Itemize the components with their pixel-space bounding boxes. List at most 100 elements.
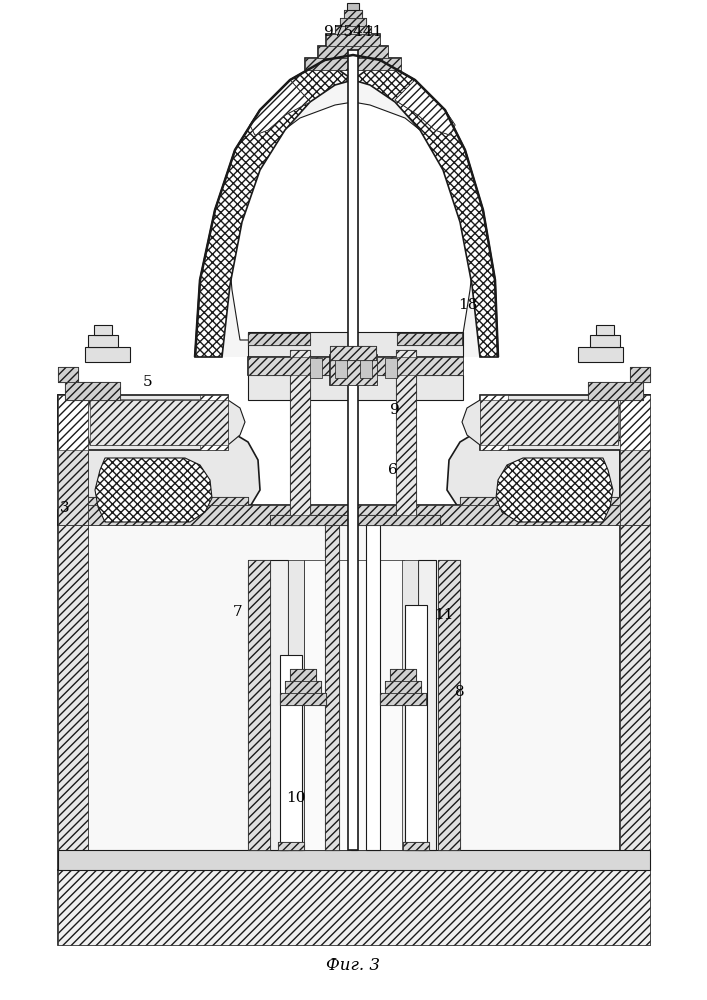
Bar xyxy=(290,350,310,525)
Bar xyxy=(326,34,380,46)
Text: 8: 8 xyxy=(455,685,464,699)
Bar xyxy=(403,842,429,850)
Bar xyxy=(347,3,359,10)
Bar xyxy=(630,367,650,382)
Text: 7: 7 xyxy=(233,605,243,619)
Bar xyxy=(460,497,620,505)
Bar xyxy=(248,332,463,357)
Bar xyxy=(397,333,462,345)
Bar xyxy=(620,395,650,525)
Bar xyxy=(340,18,366,26)
Bar xyxy=(390,669,416,681)
Bar xyxy=(366,520,380,850)
Bar xyxy=(630,367,650,382)
Bar xyxy=(88,335,118,347)
Bar xyxy=(200,395,228,450)
Polygon shape xyxy=(250,80,310,135)
Bar xyxy=(88,497,248,505)
Bar xyxy=(325,520,339,850)
Bar xyxy=(588,382,643,400)
Bar xyxy=(385,681,421,693)
Bar xyxy=(58,367,78,382)
Bar xyxy=(248,357,463,375)
Text: 3: 3 xyxy=(60,501,70,515)
Bar xyxy=(620,525,650,870)
Bar xyxy=(270,515,440,525)
Bar xyxy=(278,842,304,850)
Bar xyxy=(285,681,321,693)
Bar xyxy=(403,842,429,850)
Bar xyxy=(318,46,388,58)
Bar xyxy=(330,355,377,385)
Bar xyxy=(588,382,643,400)
Bar xyxy=(318,46,388,58)
Bar xyxy=(290,669,316,681)
Polygon shape xyxy=(447,430,650,525)
Text: 10: 10 xyxy=(286,791,305,805)
Bar xyxy=(380,693,426,705)
Polygon shape xyxy=(95,458,212,522)
Bar xyxy=(270,515,440,525)
Polygon shape xyxy=(222,80,480,357)
Bar xyxy=(620,395,650,525)
Bar xyxy=(360,358,372,378)
Bar xyxy=(248,375,463,400)
Polygon shape xyxy=(58,430,260,525)
Bar xyxy=(290,350,310,525)
Bar xyxy=(385,358,397,378)
Bar xyxy=(58,395,228,450)
Bar xyxy=(310,358,322,378)
Bar xyxy=(335,26,371,34)
Bar xyxy=(290,669,316,681)
Polygon shape xyxy=(88,400,245,445)
Bar xyxy=(58,525,88,870)
Bar xyxy=(538,405,638,440)
Bar xyxy=(58,395,88,525)
Bar xyxy=(438,560,460,850)
Bar xyxy=(385,681,421,693)
Bar xyxy=(480,395,650,450)
Bar xyxy=(326,34,380,46)
Bar xyxy=(335,26,371,34)
Bar xyxy=(480,395,508,450)
Bar xyxy=(270,560,288,850)
Bar xyxy=(402,560,418,850)
Bar xyxy=(65,382,120,400)
Bar xyxy=(85,347,130,362)
Polygon shape xyxy=(195,60,353,357)
Bar xyxy=(58,525,88,870)
Bar xyxy=(280,655,302,850)
Polygon shape xyxy=(250,80,310,135)
Bar xyxy=(325,520,339,850)
Bar xyxy=(590,335,620,347)
Bar xyxy=(304,560,404,850)
Bar xyxy=(58,367,78,382)
Text: 975441: 975441 xyxy=(324,25,382,39)
Text: 5: 5 xyxy=(144,375,153,389)
Bar xyxy=(94,325,112,335)
Bar xyxy=(65,382,120,400)
Bar xyxy=(380,693,426,705)
Text: 9: 9 xyxy=(390,403,400,417)
Bar xyxy=(330,355,377,385)
Bar xyxy=(285,681,321,693)
Bar xyxy=(330,346,376,360)
Bar xyxy=(344,10,362,18)
Bar xyxy=(397,333,462,345)
Bar xyxy=(396,350,416,525)
Polygon shape xyxy=(462,400,620,445)
Bar xyxy=(58,395,88,450)
Bar xyxy=(288,560,304,850)
Bar xyxy=(405,605,427,850)
Bar xyxy=(340,18,366,26)
Bar xyxy=(418,560,436,850)
Bar xyxy=(58,395,88,525)
Bar xyxy=(305,58,401,70)
Bar xyxy=(248,357,463,375)
Bar xyxy=(438,560,460,850)
Polygon shape xyxy=(395,80,455,135)
Bar xyxy=(480,400,618,445)
Bar xyxy=(348,50,358,850)
Text: 18: 18 xyxy=(458,298,478,312)
Bar xyxy=(58,870,650,945)
